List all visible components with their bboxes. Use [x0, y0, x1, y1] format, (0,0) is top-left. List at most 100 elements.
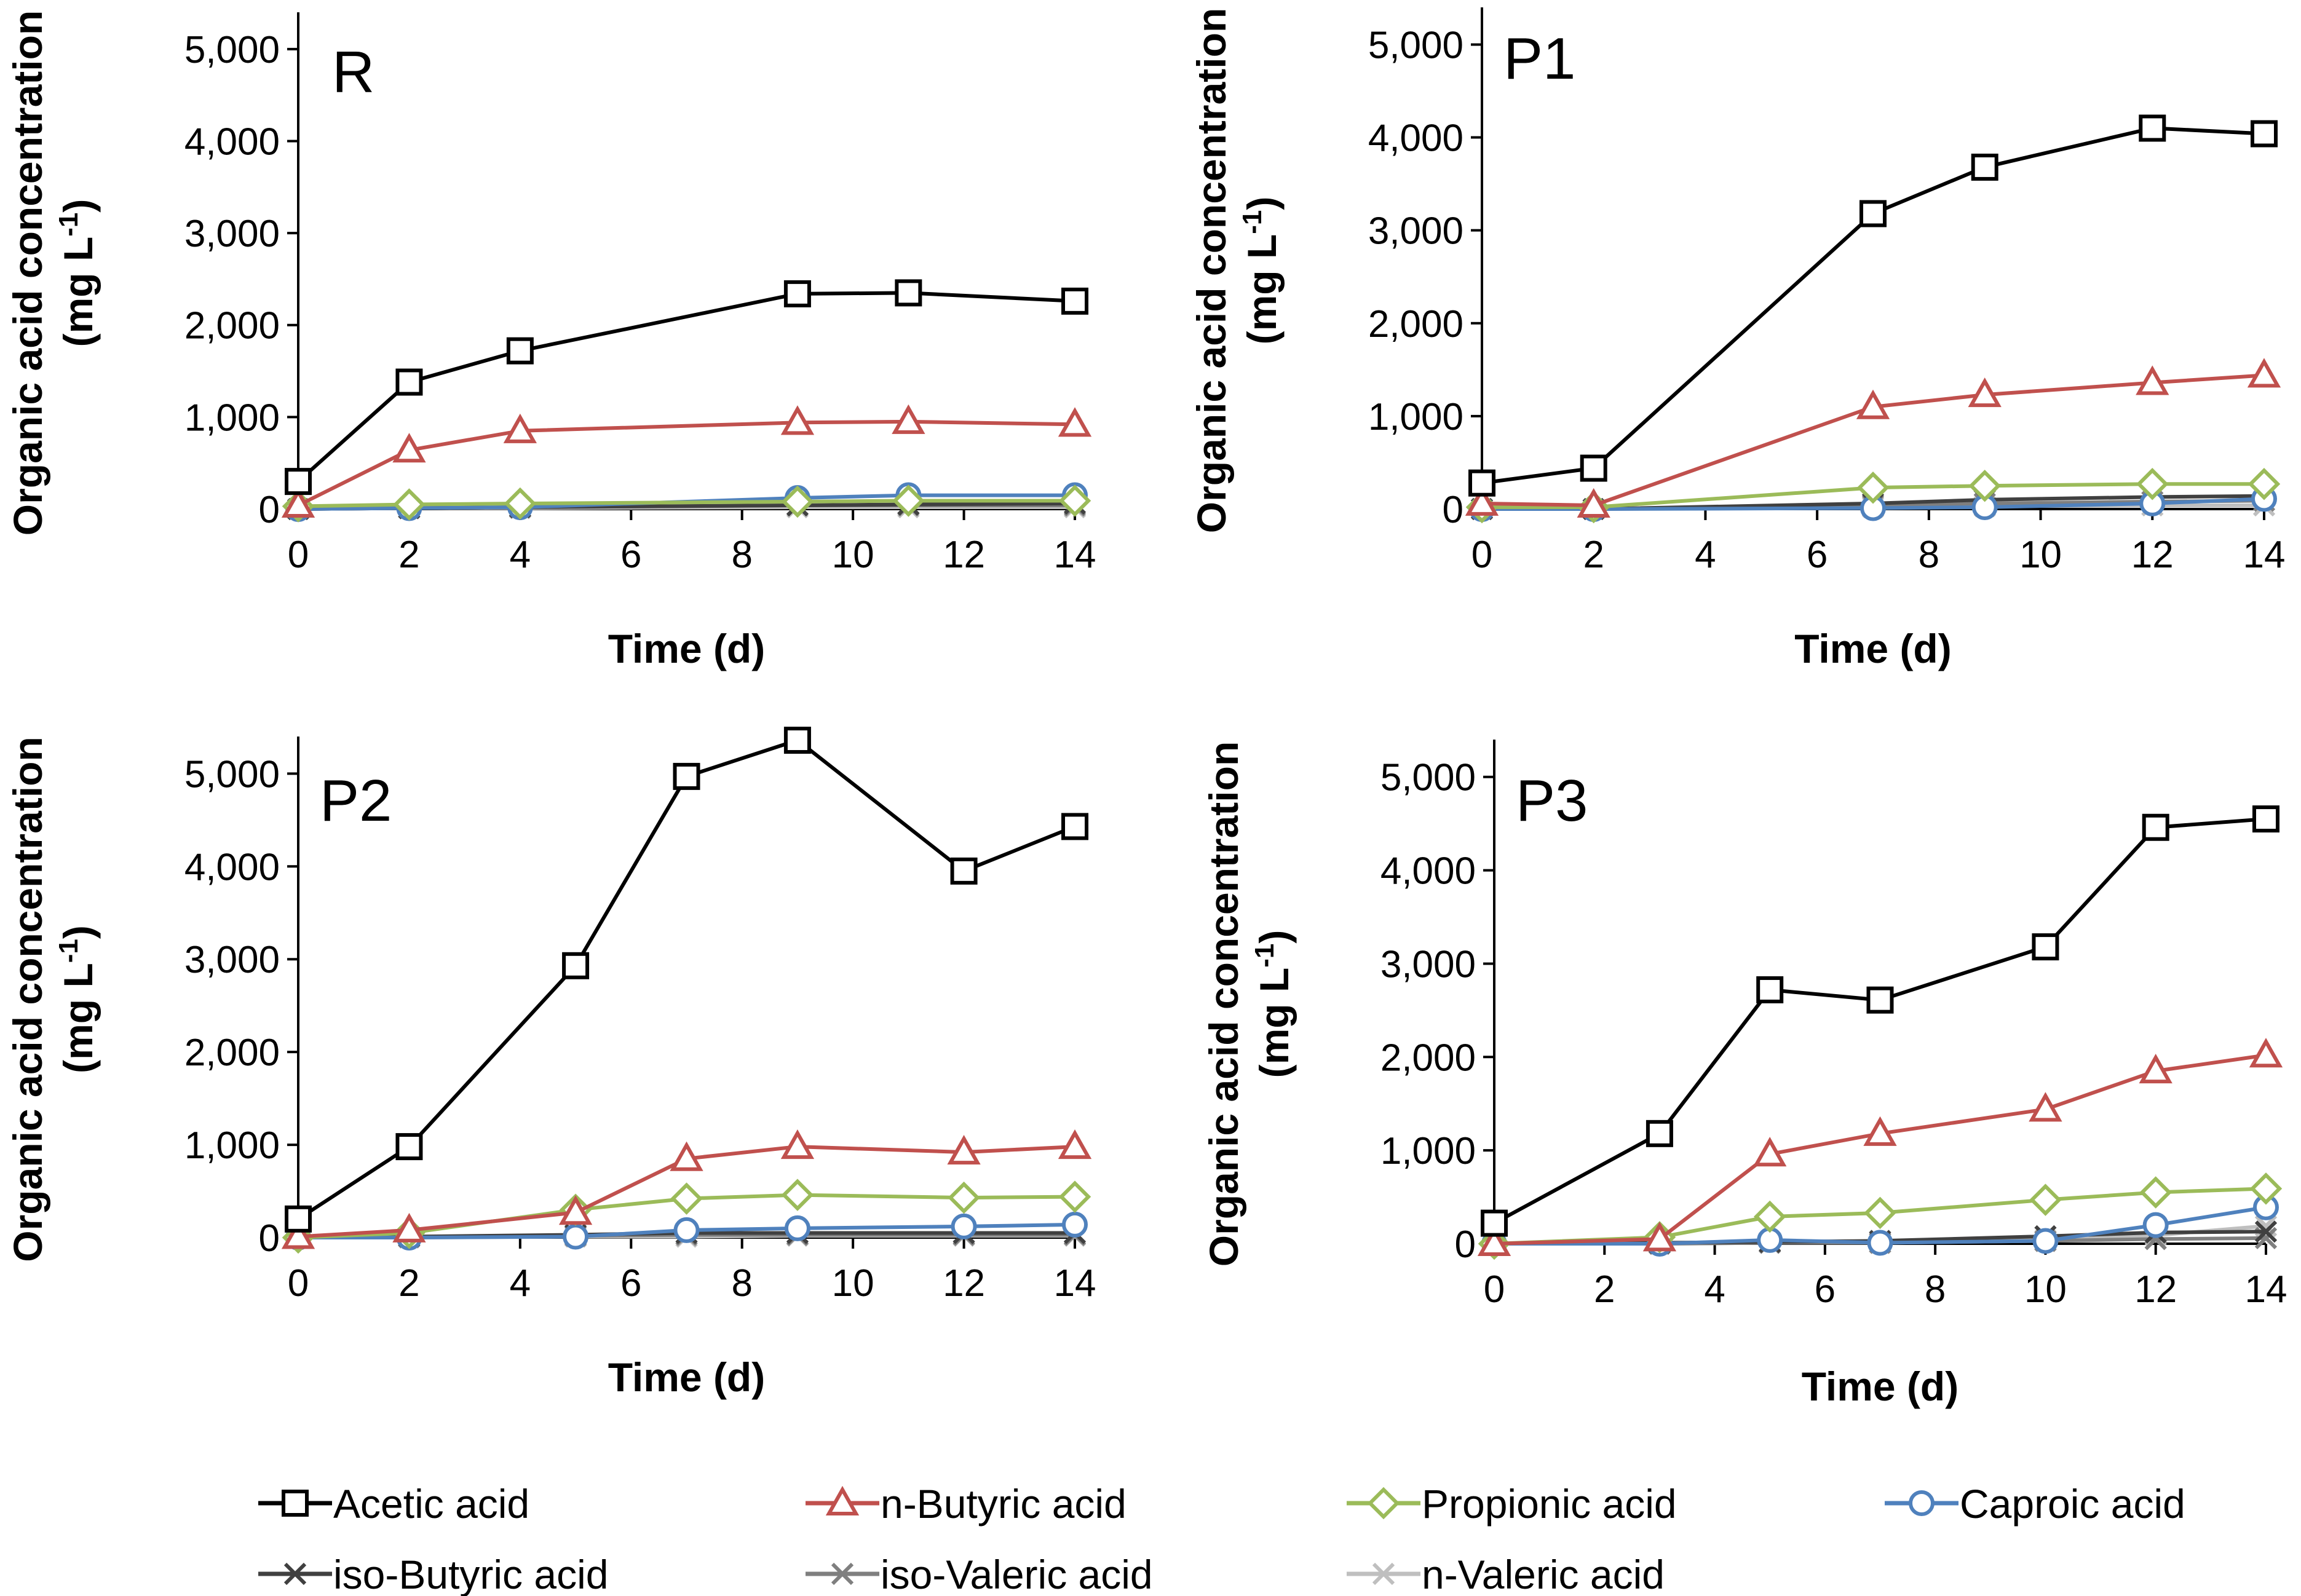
panel-p3-point-acetic-acid [1756, 976, 1784, 1003]
panel-p3-y-axis-title: Organic acid concentration [1201, 741, 1246, 1267]
panel-p3-point-n-butyric-acid [1863, 1116, 1897, 1146]
panel-p3-y-axis-units: (mg L-1) [1250, 930, 1297, 1078]
panel-p2-ytick-label: 0 [259, 1217, 280, 1260]
panel-p2-y-axis-units: (mg L-1) [53, 925, 101, 1073]
panel-p1-xtick-label: 14 [2243, 534, 2286, 576]
panel-p2-point-acetic-acid [285, 1205, 312, 1233]
panel-p1-ytick-label: 5,000 [1368, 24, 1463, 66]
panel-r-xtick-label: 2 [398, 534, 419, 576]
panel-p3-point-n-butyric-acid [2139, 1053, 2172, 1084]
panel-p3-point-propionic-acid [1753, 1200, 1786, 1233]
panel-p2-point-caproic-acid [951, 1213, 977, 1239]
legend-label: Acetic acid [333, 1481, 529, 1527]
panel-p1-line-n-butyric-acid [1481, 373, 2265, 507]
panel-p1-y-axis-title: Organic acid concentration [1189, 8, 1234, 534]
panel-r-line-propionic-acid [298, 499, 1075, 508]
panel-r-x-axis-title: Time (d) [608, 626, 765, 671]
panel-p3-xtick-label: 2 [1594, 1268, 1615, 1311]
panel-p2-xtick-label: 10 [832, 1262, 874, 1305]
panel-p2-point-acetic-acid [673, 762, 700, 790]
panel-p2-xtick-label: 2 [398, 1262, 419, 1305]
panel-r-ytick-label: 0 [259, 489, 280, 531]
panel-p2-ytick-label: 1,000 [184, 1124, 280, 1167]
panel-r-point-propionic-acid [1058, 484, 1091, 517]
panel-p1-point-n-butyric-acid [1465, 486, 1499, 516]
legend-swatch-marker [1367, 1487, 1400, 1520]
legend-label: iso-Valeric acid [881, 1552, 1153, 1596]
legend-item-n-valeric-acid: n-Valeric acid [1347, 1552, 1665, 1596]
panel-p1-x-axis-title: Time (d) [1794, 626, 1951, 671]
panel-p3-ytick-label: 2,000 [1380, 1037, 1476, 1079]
legend-item-iso-valeric-acid: iso-Valeric acid [806, 1552, 1153, 1596]
panel-p3-point-acetic-acid [2252, 805, 2279, 833]
panel-p3-xtick-label: 8 [1925, 1268, 1946, 1311]
panel-p3-point-caproic-acid [2032, 1228, 2059, 1254]
panel-r-point-n-butyric-acid [503, 413, 537, 443]
panel-p3-title: P3 [1516, 768, 1588, 834]
panel-p1-point-acetic-acid [1468, 469, 1495, 497]
panel-r-point-acetic-acid [285, 468, 312, 496]
legend-swatch-marker [1909, 1490, 1935, 1516]
panel-p1-point-n-butyric-acid [1577, 488, 1610, 518]
panel-p2-point-n-butyric-acid [670, 1141, 703, 1171]
panel-r-xtick-label: 12 [943, 534, 985, 576]
panel-p3-ytick-label: 1,000 [1380, 1130, 1476, 1172]
panel-p2-series-acetic-acid [285, 727, 1088, 1233]
panel-p3-xtick-label: 14 [2245, 1268, 2287, 1311]
panel-p3-x-axis-title: Time (d) [1802, 1364, 1958, 1409]
panel-r-title: R [332, 39, 374, 105]
panel-p1-xtick-label: 8 [1919, 534, 1939, 576]
panel-p1-line-acetic-acid [1481, 126, 2265, 485]
legend-label: n-Butyric acid [881, 1481, 1127, 1527]
panel-p3-point-n-butyric-acid [1753, 1137, 1787, 1167]
panel-p2-ytick-label: 5,000 [184, 753, 280, 796]
panel-p2: 0 1,000 2,000 3,000 4,000 5,000 0 2 4 6 8 10 12 14 Tim… [5, 727, 1096, 1400]
panel-p3-point-n-butyric-acid [2029, 1092, 2062, 1122]
panel-p1-title: P1 [1503, 26, 1575, 92]
panel-p2-y-axis-title: Organic acid concentration [5, 737, 50, 1262]
panel-p3-point-caproic-acid [2142, 1212, 2169, 1238]
panel-p3-series-acetic-acid [1481, 805, 2279, 1237]
legend-label: iso-Butyric acid [333, 1552, 608, 1596]
panel-p3-ytick-label: 4,000 [1380, 850, 1476, 893]
panel-r-point-propionic-acid [781, 485, 814, 518]
panel-r-point-n-butyric-acid [1058, 407, 1092, 437]
panel-p2-point-propionic-acid [1058, 1180, 1091, 1213]
panel-p3-point-iso-butyric-acid [2254, 1220, 2278, 1243]
panel-p3-line-acetic-acid [1493, 817, 2267, 1225]
panel-p2-point-caproic-acid [563, 1223, 589, 1250]
panel-p1-ytick-label: 0 [1443, 489, 1463, 531]
legend-item-n-butyric-acid: n-Butyric acid [806, 1481, 1127, 1527]
panel-p1-point-acetic-acid [1971, 153, 1998, 181]
panel-r-point-propionic-acid [393, 488, 426, 521]
panel-r-point-n-butyric-acid [281, 488, 315, 518]
panel-p1-xtick-label: 2 [1583, 534, 1604, 576]
panel-p2-point-n-butyric-acid [281, 1219, 315, 1249]
panel-r-point-acetic-acid [783, 280, 811, 307]
legend-label: Propionic acid [1422, 1481, 1677, 1527]
panel-p1-ytick-label: 3,000 [1368, 210, 1463, 253]
panel-p3-ytick-label: 3,000 [1380, 943, 1476, 986]
panel-p2-x-axis-title: Time (d) [608, 1354, 765, 1400]
panel-r-point-n-butyric-acid [892, 404, 925, 434]
panel-r-y-axis-title: Organic acid concentration [5, 10, 50, 536]
panel-p3-point-caproic-acid [1867, 1230, 1893, 1256]
panel-p3-point-n-butyric-acid [2249, 1038, 2283, 1068]
panel-p1-xtick-label: 6 [1807, 534, 1828, 576]
panel-p3-xtick-label: 6 [1815, 1268, 1836, 1311]
panel-p1: 0 1,000 2,000 3,000 4,000 5,000 0 2 4 6 8 10 12 14 Tim… [1189, 7, 2285, 671]
panel-p3-xtick-label: 10 [2024, 1268, 2067, 1311]
panel-r-point-acetic-acid [395, 368, 423, 396]
panel-p2-point-n-butyric-acid [947, 1135, 981, 1165]
panel-r-line-n-butyric-acid [297, 419, 1075, 507]
panel-p1-point-propionic-acid [1968, 469, 2001, 502]
panel-p2-point-n-butyric-acid [780, 1129, 815, 1159]
panel-r-point-acetic-acid [895, 279, 922, 307]
panel-p3-point-n-butyric-acid [1477, 1226, 1511, 1256]
panel-p1-point-acetic-acid [2251, 120, 2278, 148]
panel-p1-point-acetic-acid [2139, 114, 2166, 142]
panel-r-series-n-butyric-acid [281, 404, 1092, 518]
panel-p3-point-acetic-acid [2142, 813, 2169, 841]
panel-p1-point-n-butyric-acid [1968, 377, 2002, 408]
panel-r-point-n-butyric-acid [780, 405, 815, 435]
